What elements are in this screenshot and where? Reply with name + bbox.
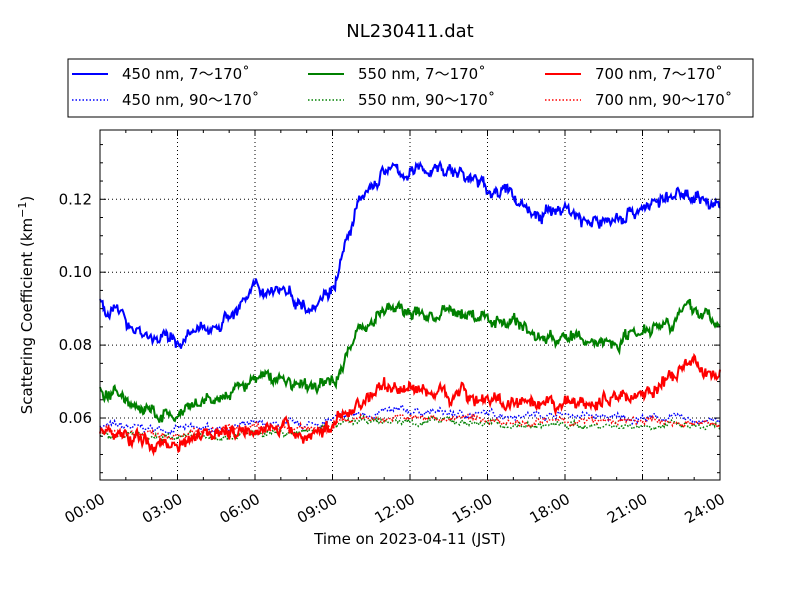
legend-label: 550 nm, 7～170˚ [358, 65, 486, 83]
legend-box [67, 58, 754, 118]
y-tick-label: 0.10 [59, 263, 92, 281]
y-tick-label: 0.06 [59, 409, 92, 427]
legend-label: 450 nm, 7～170˚ [122, 65, 250, 83]
y-axis-label-sup: −1 [16, 202, 29, 218]
y-axis-label: Scattering Coefficient (km−1) [16, 196, 36, 415]
series-line [99, 412, 721, 442]
legend-label: 450 nm, 90～170˚ [122, 91, 259, 109]
legend-label: 700 nm, 7～170˚ [595, 65, 723, 83]
series-line [99, 403, 721, 435]
y-tick-label: 0.08 [59, 336, 92, 354]
plot-area [99, 159, 721, 457]
series-line [99, 298, 721, 423]
series-line [99, 159, 721, 349]
legend-label: 550 nm, 90～170˚ [358, 91, 495, 109]
y-axis-label-main: Scattering Coefficient (km [18, 218, 36, 414]
legend: 450 nm, 7～170˚ 450 nm, 90～170˚ 550 nm, 7～1… [67, 58, 754, 118]
chart-title: NL230411.dat [346, 21, 473, 42]
series-line [99, 352, 721, 457]
y-tick-label: 0.12 [59, 190, 92, 208]
x-axis-label: Time on 2023-04-11 (JST) [313, 530, 506, 548]
y-axis-label-end: ) [18, 196, 36, 202]
legend-label: 700 nm, 90～170˚ [595, 91, 732, 109]
